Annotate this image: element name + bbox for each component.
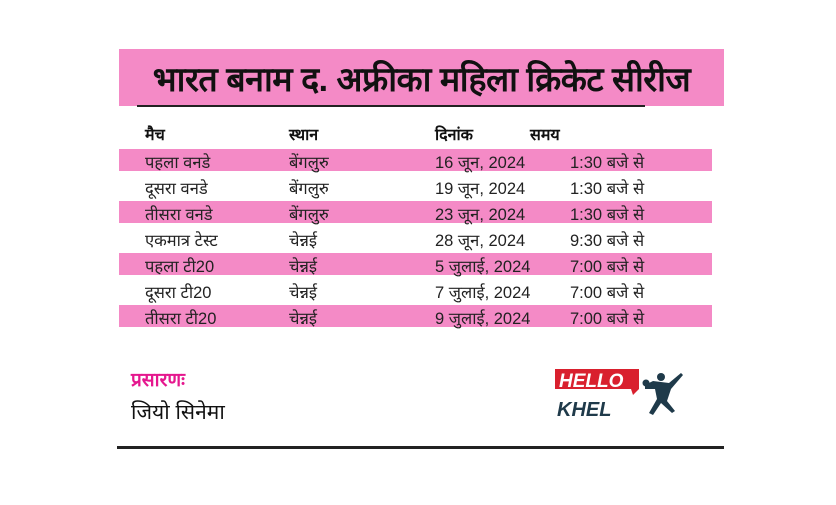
venue-cell: बेंगलुरु [289, 180, 329, 198]
time-cell: 7:00 बजे से [570, 310, 645, 328]
table-row: दूसरा टी20 चेन्नई 7 जुलाई, 2024 7:00 बजे से [119, 279, 712, 302]
match-cell: दूसरा टी20 [145, 284, 212, 302]
match-cell: एकमात्र टेस्ट [145, 232, 218, 250]
venue-cell: बेंगलुरु [289, 206, 329, 224]
time-cell: 1:30 बजे से [570, 154, 645, 172]
time-cell: 1:30 बजे से [570, 180, 645, 198]
table-row: पहला वनडे बेंगलुरु 16 जून, 2024 1:30 बजे से [119, 149, 712, 172]
time-cell: 7:00 बजे से [570, 284, 645, 302]
svg-text:KHEL: KHEL [557, 399, 611, 419]
match-cell: दूसरा वनडे [145, 180, 208, 198]
venue-cell: चेन्नई [289, 232, 317, 250]
time-cell: 1:30 बजे से [570, 206, 645, 224]
handball-player-icon [642, 373, 683, 415]
broadcast-label: प्रसारणः [131, 370, 185, 391]
table-row: एकमात्र टेस्ट चेन्नई 28 जून, 2024 9:30 बजे … [119, 227, 712, 250]
venue-cell: बेंगलुरु [289, 154, 329, 172]
title-banner: भारत बनाम द. अफ्रीका महिला क्रिकेट सीरीज [119, 49, 724, 106]
date-cell: 28 जून, 2024 [435, 232, 526, 250]
hellokhel-logo: HELLO KHEL [555, 369, 683, 419]
date-cell: 7 जुलाई, 2024 [435, 284, 531, 302]
table-row: तीसरा वनडे बेंगलुरु 23 जून, 2024 1:30 बजे स… [119, 201, 712, 224]
header-venue: स्थान [289, 127, 319, 144]
divider [117, 446, 724, 449]
header-date: दिनांक [435, 127, 473, 144]
match-cell: तीसरा टी20 [145, 310, 217, 328]
venue-cell: चेन्नई [289, 284, 317, 302]
table-row: दूसरा वनडे बेंगलुरु 19 जून, 2024 1:30 बजे स… [119, 175, 712, 198]
page-title: भारत बनाम द. अफ्रीका महिला क्रिकेट सीरीज [152, 61, 691, 99]
venue-cell: चेन्नई [289, 258, 317, 276]
date-cell: 19 जून, 2024 [435, 180, 526, 198]
broadcast-value: जियो सिनेमा [131, 401, 225, 424]
date-cell: 5 जुलाई, 2024 [435, 258, 531, 276]
date-cell: 23 जून, 2024 [435, 206, 526, 224]
match-cell: तीसरा वनडे [145, 206, 213, 224]
divider [137, 105, 645, 107]
date-cell: 16 जून, 2024 [435, 154, 526, 172]
table-row: पहला टी20 चेन्नई 5 जुलाई, 2024 7:00 बजे से [119, 253, 712, 276]
header-time: समय [530, 127, 560, 144]
date-cell: 9 जुलाई, 2024 [435, 310, 531, 328]
svg-text:HELLO: HELLO [559, 371, 624, 392]
venue-cell: चेन्नई [289, 310, 317, 328]
match-cell: पहला वनडे [145, 154, 211, 172]
header-match: मैच [145, 127, 165, 144]
time-cell: 9:30 बजे से [570, 232, 645, 250]
match-cell: पहला टी20 [145, 258, 215, 276]
table-row: तीसरा टी20 चेन्नई 9 जुलाई, 2024 7:00 बजे से [119, 305, 712, 328]
time-cell: 7:00 बजे से [570, 258, 645, 276]
